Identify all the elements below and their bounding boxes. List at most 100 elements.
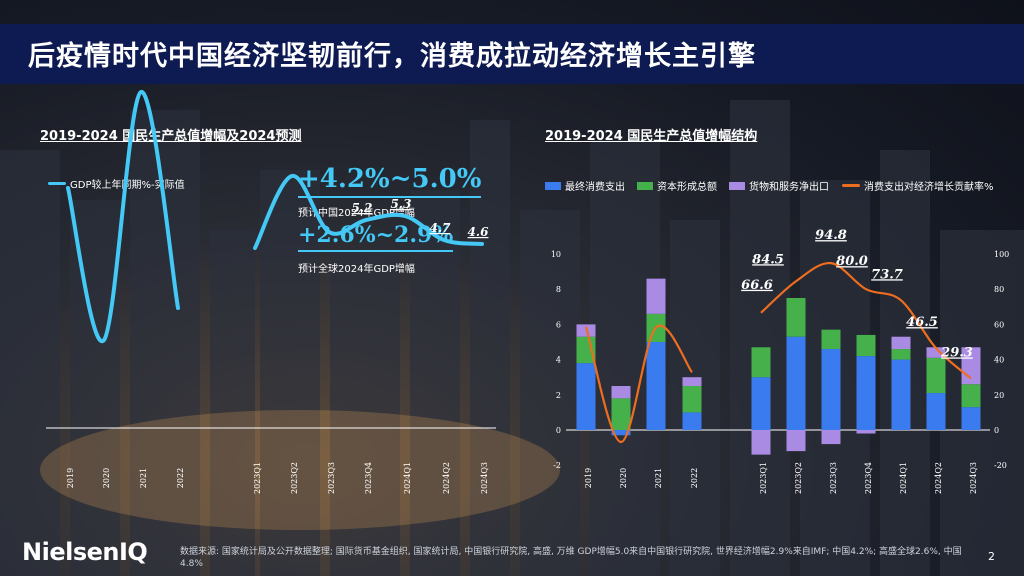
page-number: 2: [988, 550, 995, 563]
title-bar: [0, 24, 1024, 84]
contribution-line-annual: [584, 324, 693, 444]
china-gdp-caption: 预计中国2024年GDP增幅: [298, 208, 415, 219]
contribution-data-label: 84.5: [752, 252, 784, 267]
right-y-left-tick: 10: [551, 250, 561, 259]
left-x-tick-label: 2024Q1: [403, 462, 412, 494]
global-gdp-caption: 预计全球2024年GDP增幅: [298, 264, 415, 275]
legend-label-capital: 资本形成总额: [657, 182, 717, 193]
legend-label-consumption: 最终消费支出: [565, 182, 625, 193]
gdp-data-label: 4.6: [468, 225, 490, 239]
right-x-tick-label: 2023Q3: [829, 462, 838, 494]
bar-segment-capital: [891, 349, 911, 360]
legend-label-contribution: 消费支出对经济增长贡献率%: [864, 182, 994, 193]
left-x-tick-label: 2022: [176, 468, 185, 488]
right-x-tick-label: 2024Q1: [899, 462, 908, 494]
bar-segment-netexport: [821, 430, 841, 445]
left-legend: GDP较上年同期%-实际值: [48, 176, 185, 191]
contribution-data-label: 73.7: [871, 267, 903, 282]
legend-contribution: 消费支出对经济增长贡献率%: [842, 178, 994, 193]
right-y-left-tick: -2: [553, 461, 561, 470]
right-y-right-tick: 60: [994, 320, 1004, 329]
china-gdp-forecast: +4.2%~5.0%: [298, 164, 482, 198]
legend-label-netexport: 货物和服务净出口: [749, 182, 829, 193]
contribution-data-label: 29.3: [940, 345, 973, 360]
bar-segment-netexport: [856, 430, 876, 434]
contribution-data-label: 80.0: [836, 254, 868, 269]
bar-segment-consumption: [611, 430, 631, 436]
right-section-title: 2019-2024 国民生产总值增幅结构: [545, 129, 758, 144]
left-x-tick-label: 2024Q3: [480, 462, 489, 494]
contribution-data-label: 66.6: [741, 278, 773, 293]
legend-consumption: 最终消费支出: [545, 178, 625, 193]
bar-segment-capital: [751, 347, 771, 378]
right-x-tick-label: 2023Q1: [759, 462, 768, 494]
bar-segment-capital: [611, 398, 631, 430]
bar-segment-netexport: [751, 430, 771, 455]
left-x-tick-label: 2023Q2: [290, 462, 299, 494]
bar-segment-consumption: [891, 359, 911, 430]
bar-segment-consumption: [926, 393, 946, 430]
bar-segment-netexport: [611, 386, 631, 399]
bar-segment-consumption: [821, 349, 841, 430]
bar-segment-capital: [682, 386, 702, 413]
right-y-left-tick: 4: [556, 356, 561, 365]
left-x-tick-label: 2023Q1: [253, 462, 262, 494]
right-y-right-tick: -20: [994, 461, 1007, 470]
left-x-tick-label: 2024Q2: [442, 462, 451, 494]
legend-swatch-capital: [637, 181, 653, 190]
bar-segment-netexport: [682, 377, 702, 386]
right-y-right-tick: 80: [994, 285, 1004, 294]
right-y-left-tick: 6: [556, 320, 561, 329]
contribution-line-quarterly: [760, 262, 972, 380]
gdp-line-annual: [66, 89, 180, 344]
right-x-tick-label: 2023Q4: [864, 462, 873, 494]
bar-segment-netexport: [786, 430, 806, 452]
bar-segment-netexport: [926, 347, 946, 358]
bar-segment-capital: [856, 334, 876, 357]
bar-segment-netexport: [891, 336, 911, 350]
contribution-data-label: 46.5: [906, 315, 938, 330]
bar-segment-consumption: [682, 412, 702, 430]
page-title: 后疫情时代中国经济坚韧前行，消费成拉动经济增长主引擎: [28, 41, 756, 72]
gdp-data-label: 4.7: [430, 221, 452, 235]
nielseniq-logo: NielsenIQ: [22, 538, 148, 566]
left-x-tick-label: 2023Q3: [327, 462, 336, 494]
left-x-tick-label: 2020: [102, 468, 111, 488]
right-y-left-tick: 8: [556, 285, 561, 294]
footer-source: 数据来源: 国家统计局及公开数据整理; 国际货币基金组织, 国家统计局, 中国银…: [180, 547, 962, 569]
gdp-data-label: 5.2: [352, 201, 373, 215]
right-y-left-tick: 2: [556, 391, 561, 400]
bar-segment-consumption: [751, 377, 771, 430]
bar-segment-consumption: [646, 342, 666, 430]
bar-segment-capital: [961, 384, 981, 408]
legend-capital: 资本形成总额: [637, 178, 717, 193]
right-y-left-tick: 0: [556, 426, 561, 435]
bar-segment-consumption: [856, 356, 876, 430]
bar-segment-consumption: [576, 363, 596, 430]
left-x-tick-label: 2021: [139, 468, 148, 488]
bar-segment-consumption: [961, 407, 981, 430]
right-x-tick-label: 2021: [654, 468, 663, 488]
bar-segment-capital: [786, 298, 806, 337]
legend-swatch-netexport: [729, 181, 745, 190]
legend-line-swatch: [48, 182, 66, 185]
right-x-tick-label: 2019: [584, 468, 593, 488]
right-y-right-tick: 0: [994, 426, 999, 435]
legend-netexport: 货物和服务净出口: [729, 178, 829, 193]
right-y-right-tick: 100: [994, 250, 1009, 259]
left-x-tick-label: 2019: [66, 468, 75, 488]
left-section-title: 2019-2024 国民生产总值增幅及2024预测: [40, 129, 302, 144]
right-y-right-tick: 20: [994, 391, 1004, 400]
right-x-tick-label: 2020: [619, 468, 628, 488]
left-x-tick-label: 2023Q4: [364, 462, 373, 494]
contribution-data-label: 94.8: [815, 228, 847, 243]
right-x-tick-label: 2022: [690, 468, 699, 488]
legend-swatch-consumption: [545, 181, 561, 190]
bar-segment-capital: [926, 357, 946, 394]
gdp-line-quarterly: [253, 174, 484, 250]
legend-swatch-contribution: [842, 184, 860, 187]
right-x-tick-label: 2023Q2: [794, 462, 803, 494]
